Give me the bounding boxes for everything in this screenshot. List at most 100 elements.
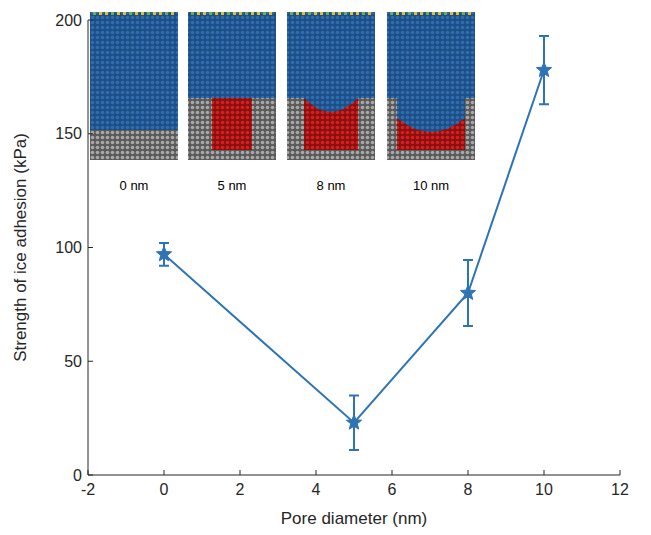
x-tick-label: 8 [464, 481, 473, 498]
x-tick-label: 4 [312, 481, 321, 498]
interface-speckle [326, 12, 329, 15]
ice [304, 98, 358, 112]
marker [536, 62, 551, 76]
x-tick [240, 470, 241, 475]
inset-label: 10 nm [413, 178, 449, 193]
interface-speckle [350, 12, 353, 15]
chart: 0 nm5 nm8 nm10 nm-2024681012050100150200… [0, 0, 651, 535]
marker [460, 285, 475, 299]
interface-speckle [444, 12, 447, 15]
interface-speckle [141, 12, 144, 15]
y-tick [88, 361, 93, 362]
x-axis [88, 475, 620, 476]
interface-speckle [338, 12, 341, 15]
y-tick-label: 0 [73, 467, 82, 484]
x-tick [316, 470, 317, 475]
interface-speckle [239, 12, 242, 15]
interface-speckle [314, 12, 317, 15]
substrate [188, 98, 276, 160]
interface-speckle [368, 12, 371, 15]
interface-speckle [332, 12, 335, 15]
interface-speckle [99, 12, 102, 15]
interface-speckle [296, 12, 299, 15]
x-tick-label: 0 [160, 481, 169, 498]
interface-speckle [165, 12, 168, 15]
pore-water [304, 98, 358, 150]
x-tick-label: 12 [611, 481, 629, 498]
interface-speckle [408, 12, 411, 15]
inset-snapshot [387, 12, 475, 160]
x-tick [544, 470, 545, 475]
interface-speckle [129, 12, 132, 15]
inset-snapshot [188, 12, 276, 160]
x-tick [88, 470, 89, 475]
substrate [90, 130, 178, 160]
interface-speckle [390, 12, 393, 15]
ice [387, 12, 475, 98]
interface-speckle [209, 12, 212, 15]
x-tick-label: 6 [388, 481, 397, 498]
interface-speckle [171, 12, 174, 15]
interface-speckle [105, 12, 108, 15]
interface-speckle [290, 12, 293, 15]
interface-speckle [456, 12, 459, 15]
interface-speckle [438, 12, 441, 15]
inset-label: 0 nm [120, 178, 149, 193]
interface-speckle [111, 12, 114, 15]
interface-speckle [203, 12, 206, 15]
marker [346, 415, 361, 429]
x-tick-label: 2 [236, 481, 245, 498]
ice [90, 12, 178, 130]
interface-speckle [153, 12, 156, 15]
y-tick-label: 150 [55, 125, 82, 142]
interface-speckle [191, 12, 194, 15]
interface-speckle [117, 12, 120, 15]
y-tick [88, 247, 93, 248]
x-tick [468, 470, 469, 475]
interface-speckle [93, 12, 96, 15]
y-tick-label: 100 [55, 239, 82, 256]
plot-data [156, 36, 551, 450]
substrate [287, 98, 375, 160]
inset-snapshot [287, 12, 375, 160]
x-tick-label: -2 [81, 481, 95, 498]
interface-speckle [135, 12, 138, 15]
pore-water [212, 98, 252, 150]
interface-speckle [468, 12, 471, 15]
interface-speckle [396, 12, 399, 15]
y-tick-label: 200 [55, 12, 82, 29]
ice [287, 12, 375, 98]
substrate [387, 98, 475, 160]
interface-speckle [320, 12, 323, 15]
interface-speckle [269, 12, 272, 15]
x-tick-label: 10 [535, 481, 553, 498]
ice [397, 98, 465, 132]
interface-speckle [263, 12, 266, 15]
interface-speckle [251, 12, 254, 15]
interface-speckle [302, 12, 305, 15]
interface-speckle [197, 12, 200, 15]
interface-speckle [450, 12, 453, 15]
y-tick-label: 50 [64, 353, 82, 370]
interface-speckle [221, 12, 224, 15]
marker [156, 246, 171, 260]
interface-speckle [308, 12, 311, 15]
interface-speckle [245, 12, 248, 15]
interface-speckle [123, 12, 126, 15]
interface-speckle [257, 12, 260, 15]
interface-speckle [344, 12, 347, 15]
y-tick [88, 475, 93, 476]
inset-label: 8 nm [317, 178, 346, 193]
ice [188, 12, 276, 98]
inset-label: 5 nm [218, 178, 247, 193]
interface-speckle [414, 12, 417, 15]
interface-speckle [147, 12, 150, 15]
interface-speckle [402, 12, 405, 15]
y-axis-title: Strength of ice adhesion (kPa) [11, 133, 30, 362]
pore-water [397, 98, 465, 150]
interface-speckle [432, 12, 435, 15]
x-tick [164, 470, 165, 475]
interface-speckle [227, 12, 230, 15]
y-tick [88, 20, 93, 21]
interface-speckle [233, 12, 236, 15]
